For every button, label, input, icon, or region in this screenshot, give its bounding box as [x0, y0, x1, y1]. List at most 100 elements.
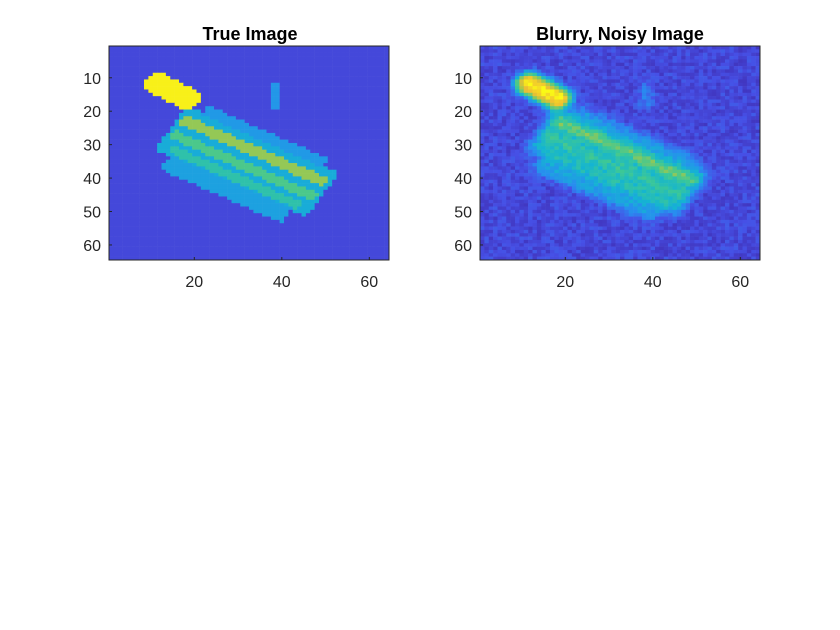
heatmap-cell: [200, 92, 206, 97]
heatmap-cell: [676, 66, 682, 70]
heatmap-cell: [235, 109, 241, 114]
heatmap-cell: [187, 236, 193, 241]
heatmap-cell: [314, 136, 320, 140]
heatmap-cell: [192, 126, 197, 130]
heatmap-cell: [371, 102, 377, 107]
heatmap-cell: [113, 236, 119, 241]
heatmap-cell: [558, 49, 564, 53]
heatmap-cell: [205, 106, 210, 110]
heatmap-cell: [249, 52, 254, 57]
heatmap-cell: [362, 62, 368, 67]
heatmap-cell: [235, 86, 241, 90]
heatmap-cell: [663, 72, 669, 77]
heatmap-cell: [323, 46, 329, 50]
heatmap-cell: [746, 76, 752, 80]
heatmap-cell: [292, 102, 298, 107]
heatmap-cell: [130, 166, 136, 171]
heatmap-cell: [218, 166, 224, 171]
heatmap-cell: [301, 203, 307, 207]
heatmap-cell: [170, 69, 175, 74]
heatmap-cell: [179, 213, 184, 217]
heatmap-cell: [367, 126, 372, 130]
heatmap-cell: [240, 89, 245, 94]
heatmap-cell: [354, 209, 359, 214]
heatmap-cell: [257, 52, 263, 57]
heatmap-cell: [288, 89, 294, 94]
heatmap-cell: [253, 173, 259, 177]
heatmap-cell: [279, 142, 285, 147]
heatmap-cell: [375, 253, 381, 257]
heatmap-cell: [332, 159, 337, 164]
heatmap-cell: [200, 106, 206, 110]
heatmap-cell: [196, 136, 202, 140]
heatmap-cell: [192, 129, 197, 134]
heatmap-cell: [685, 76, 691, 80]
heatmap-cell: [301, 142, 307, 147]
heatmap-cell: [192, 213, 197, 217]
heatmap-cell: [270, 56, 276, 60]
heatmap-cell: [637, 89, 643, 94]
heatmap-cell: [585, 59, 590, 64]
heatmap-cell: [380, 96, 385, 100]
heatmap-cell: [222, 186, 228, 191]
heatmap-cell: [279, 159, 285, 164]
heatmap-cell: [279, 179, 285, 184]
heatmap-cell: [593, 59, 599, 64]
heatmap-cell: [209, 173, 215, 177]
heatmap-cell: [655, 52, 660, 57]
heatmap-cell: [284, 226, 289, 231]
heatmap-cell: [227, 56, 232, 60]
heatmap-cell: [244, 76, 250, 80]
heatmap-cell: [297, 189, 302, 194]
heatmap-cell: [742, 66, 748, 70]
heatmap-cell: [676, 59, 682, 64]
heatmap-cell: [187, 126, 193, 130]
heatmap-cell: [340, 169, 346, 174]
heatmap-cell: [157, 226, 162, 231]
heatmap-cell: [152, 156, 158, 160]
heatmap-cell: [310, 193, 315, 197]
heatmap-cell: [109, 166, 114, 171]
heatmap-cell: [690, 66, 695, 70]
heatmap-cell: [144, 199, 149, 204]
heatmap-cell: [332, 173, 337, 177]
heatmap-cell: [113, 183, 119, 187]
heatmap-cell: [240, 59, 245, 64]
heatmap-cell: [367, 106, 372, 110]
heatmap-cell: [227, 49, 232, 53]
heatmap-cell: [214, 216, 219, 221]
heatmap-cell: [637, 69, 643, 74]
heatmap-cell: [519, 49, 525, 53]
heatmap-cell: [135, 253, 140, 257]
heatmap-cell: [214, 116, 219, 120]
heatmap-cell: [523, 49, 529, 53]
heatmap-cell: [170, 62, 175, 67]
heatmap-cell: [117, 223, 123, 227]
heatmap-cell: [488, 82, 494, 87]
heatmap-cell: [165, 256, 171, 261]
heatmap-cell: [319, 246, 324, 251]
heatmap-cell: [720, 46, 726, 50]
heatmap-cell: [319, 156, 324, 160]
heatmap-cell: [319, 102, 324, 107]
heatmap-cell: [257, 196, 263, 201]
heatmap-cell: [742, 62, 748, 67]
heatmap-cell: [249, 203, 254, 207]
heatmap-cell: [305, 106, 311, 110]
heatmap-cell: [139, 139, 145, 144]
heatmap-cell: [375, 69, 381, 74]
heatmap-cell: [305, 153, 311, 157]
heatmap-cell: [620, 46, 625, 50]
heatmap-cell: [144, 223, 149, 227]
heatmap-cell: [336, 86, 342, 90]
heatmap-cell: [659, 76, 665, 80]
heatmap-cell: [589, 62, 595, 67]
heatmap-cell: [270, 219, 276, 224]
heatmap-cell: [367, 216, 372, 221]
heatmap-cell: [484, 69, 490, 74]
heatmap-cell: [698, 76, 704, 80]
heatmap-cell: [170, 52, 175, 57]
heatmap-cell: [345, 89, 350, 94]
heatmap-cell: [275, 256, 280, 261]
heatmap-cell: [152, 163, 158, 167]
